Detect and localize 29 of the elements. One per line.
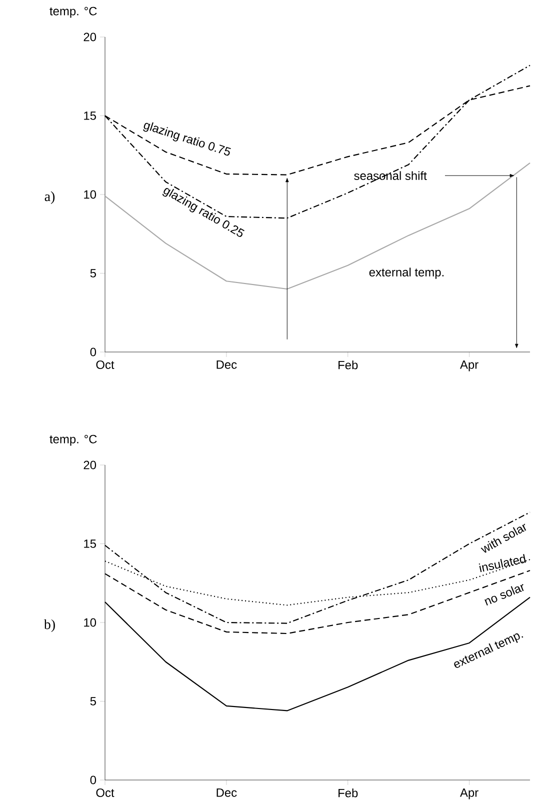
text: b) <box>44 619 55 632</box>
y-tick-label: 10 <box>84 190 96 199</box>
text: glazing ratio 0.75 <box>143 122 231 156</box>
y-tick-label: 5 <box>90 697 96 706</box>
text: with solar <box>480 524 526 553</box>
y-axis-title: temp. °C <box>50 434 97 446</box>
text: no solar <box>484 584 524 606</box>
text: a) <box>44 191 55 204</box>
line-series <box>104 162 531 290</box>
y-tick-label: 5 <box>90 269 96 278</box>
x-tick-label: Oct <box>96 360 114 369</box>
x-tick-label: Dec <box>216 788 237 797</box>
x-tick-label: Oct <box>96 788 114 797</box>
x-tick-label: Feb <box>338 360 358 370</box>
y-tick-label: 0 <box>90 776 96 784</box>
y-tick-label: 15 <box>84 112 96 120</box>
y-axis-title: temp. °C <box>50 6 97 18</box>
x-tick-label: Apr <box>460 788 478 800</box>
y-tick-label: 10 <box>84 618 96 627</box>
x-tick-label: Feb <box>338 788 358 798</box>
y-tick-label: 20 <box>84 460 96 470</box>
text: insulated <box>478 554 526 572</box>
annotation: seasonal shift <box>354 171 427 180</box>
series-label: external temp. <box>369 268 444 279</box>
x-tick-label: Apr <box>460 360 478 372</box>
y-tick-label: 0 <box>90 348 96 356</box>
x-tick-label: Dec <box>216 360 237 369</box>
y-tick-label: 15 <box>84 540 96 548</box>
y-tick-label: 20 <box>84 32 96 42</box>
